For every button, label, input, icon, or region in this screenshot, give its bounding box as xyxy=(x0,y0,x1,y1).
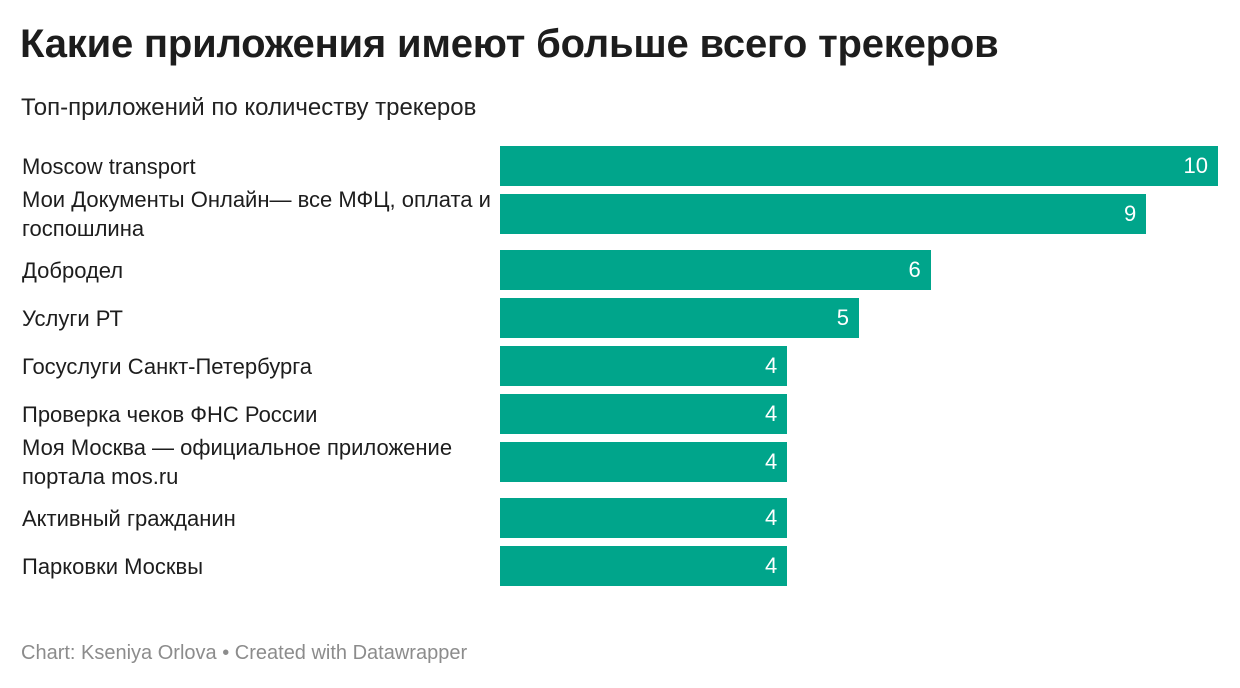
bar[interactable]: 10 xyxy=(500,146,1218,186)
bar-row: Мои Документы Онлайн— все МФЦ, оплата и … xyxy=(0,187,1240,241)
bar-row: Моя Москва — официальное приложение порт… xyxy=(0,435,1240,489)
bar-row: Парковки Москвы 4 xyxy=(0,546,1240,586)
chart-footer: Chart: Kseniya Orlova • Created with Dat… xyxy=(21,642,467,665)
category-label: Moscow transport xyxy=(22,153,196,179)
bar-row: Проверка чеков ФНС России 4 xyxy=(0,394,1240,434)
category-label: Моя Москва — официальное приложение порт… xyxy=(22,435,453,489)
footer-created-with[interactable]: Created with Datawrapper xyxy=(234,642,468,664)
bar-value-label: 4 xyxy=(764,553,778,578)
bar-row: Услуги РТ 5 xyxy=(0,298,1240,338)
bar-value-label: 9 xyxy=(1123,201,1137,226)
category-label: Активный гражданин xyxy=(22,505,236,531)
bar-value-label: 10 xyxy=(1183,153,1208,178)
bar-row: Moscow transport 10 xyxy=(0,146,1240,186)
category-label: Проверка чеков ФНС России xyxy=(22,401,318,427)
bar-value-label: 6 xyxy=(908,257,921,282)
bar[interactable]: 4 xyxy=(500,394,788,434)
bar[interactable]: 4 xyxy=(500,442,788,482)
bar[interactable]: 4 xyxy=(500,498,788,538)
category-label: Мои Документы Онлайн— все МФЦ, оплата и … xyxy=(22,187,491,241)
footer-credit: Chart: Kseniya Orlova xyxy=(21,642,217,664)
category-label: Услуги РТ xyxy=(22,305,123,331)
bar-value-label: 4 xyxy=(764,401,778,426)
bar-value-label: 5 xyxy=(836,305,849,330)
chart-title: Какие приложения имеют больше всего трек… xyxy=(20,22,999,66)
bar-value-label: 4 xyxy=(764,353,778,378)
bar[interactable]: 4 xyxy=(500,546,788,586)
bar-row: Активный гражданин 4 xyxy=(0,498,1240,538)
footer-separator: • xyxy=(222,642,230,664)
chart-subtitle: Топ-приложений по количеству трекеров xyxy=(21,94,477,121)
bar[interactable]: 6 xyxy=(500,250,931,290)
bar[interactable]: 4 xyxy=(500,346,788,386)
category-label: Госуслуги Санкт-Петербурга xyxy=(22,353,312,379)
category-label: Добродел xyxy=(22,257,124,283)
bar[interactable]: 5 xyxy=(500,298,859,338)
category-label: Парковки Москвы xyxy=(22,553,204,579)
bar-value-label: 4 xyxy=(764,505,778,530)
bar-row: Госуслуги Санкт-Петербурга 4 xyxy=(0,346,1240,386)
bar-row: Добродел 6 xyxy=(0,250,1240,290)
bar-value-label: 4 xyxy=(764,449,778,474)
bar[interactable]: 9 xyxy=(500,194,1147,234)
